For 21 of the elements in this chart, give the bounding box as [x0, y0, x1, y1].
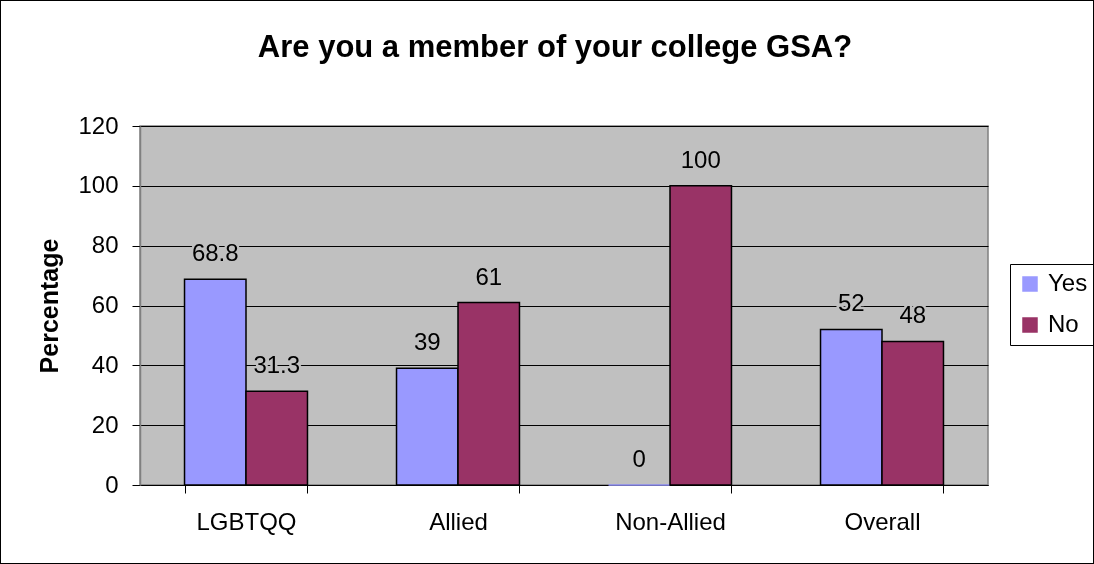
y-axis-title: Percentage — [35, 238, 64, 374]
data-label: 48 — [899, 301, 927, 329]
data-label: 0 — [632, 445, 646, 472]
x-tick-label: LGBTQQ — [196, 507, 297, 535]
x-tick-label: Allied — [429, 507, 488, 535]
data-label: 68.8 — [191, 239, 239, 267]
y-tick-label: 80 — [91, 231, 119, 259]
y-tick-label: 20 — [91, 410, 119, 438]
legend-label: No — [1048, 310, 1079, 337]
x-tick-label: Non-Allied — [615, 507, 726, 535]
y-tick-label: 100 — [78, 171, 119, 199]
x-tick-label: Overall — [844, 507, 921, 535]
chart-title: Are you a member of your college GSA? — [257, 29, 853, 64]
data-label: 61 — [475, 262, 503, 290]
y-tick-label: 0 — [105, 470, 119, 498]
data-label: 39 — [413, 328, 441, 356]
data-label: 100 — [680, 145, 721, 173]
y-tick-label: 60 — [91, 291, 119, 318]
y-tick-label: 40 — [91, 350, 119, 378]
legend-label: Yes — [1048, 269, 1088, 296]
y-tick-label: 120 — [78, 111, 119, 139]
